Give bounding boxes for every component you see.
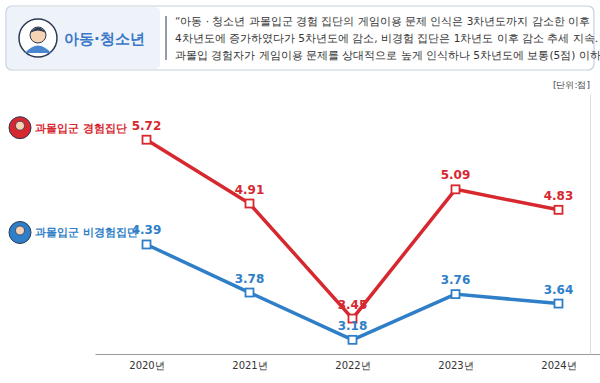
point [452,290,460,298]
data-label: 3.18 [338,319,368,333]
legend-item: 과몰입군 경험집단 [9,117,127,139]
data-label: 3.76 [441,273,471,287]
unit-label: [단위:점] [553,80,590,90]
icon-head [30,27,46,43]
title: 아동·청소년 [64,30,145,48]
x-tick: 2022년 [335,354,370,371]
legend-icon-face [16,121,25,130]
x-axis-line [96,354,600,355]
point [555,206,563,214]
icon-hair [30,28,46,34]
legend-icon-face [16,226,25,235]
point [452,185,460,193]
x-tick: 2021년 [232,354,267,371]
legend-label: 과몰입군 경험집단 [35,122,127,134]
x-tick: 2020년 [129,354,164,371]
header-divider [166,16,167,60]
point [349,336,357,344]
x-tick-label: 2022년 [335,360,370,371]
labels: 5.724.913.455.094.834.393.783.183.763.64 [132,119,574,333]
icon-circle [19,19,57,57]
person-icon [19,19,57,57]
legend-item: 과몰입군 비경험집단 [9,221,138,243]
header: 아동·청소년 “아동 · 청소년 과몰입군 경험 집단의 게임이용 문제 인식은 … [6,6,600,70]
chart: 아동·청소년 “아동 · 청소년 과몰입군 경험 집단의 게임이용 문제 인식은 … [0,0,600,383]
plot-area [143,136,563,344]
x-tick-label: 2023년 [438,360,473,371]
data-label: 4.91 [235,183,265,197]
x-axis: 2020년 2021년 2022년 2023년 2024년 [96,354,600,371]
legend-label: 과몰입군 비경험집단 [35,226,138,238]
subtitle: “아동 · 청소년 과몰입군 경험 집단의 게임이용 문제 인식은 3차년도까지… [175,15,590,27]
y-axis-line [590,95,591,355]
data-label: 5.09 [441,168,471,182]
data-label: 3.78 [235,272,265,286]
x-tick-label: 2024년 [541,360,576,371]
data-label: 5.72 [132,119,162,133]
point [246,289,254,297]
point [246,200,254,208]
legend-icon [9,117,31,139]
series-line [147,140,559,319]
series-line [147,244,559,339]
subtitle: 과몰입 경험자가 게임이용 문제를 상대적으로 높게 인식하나 5차년도에 보통… [175,49,600,61]
point [143,136,151,144]
y-axis [590,95,591,355]
x-tick-label: 2020년 [129,360,164,371]
header-label-bg [7,7,160,69]
icon-body [25,46,51,54]
data-label: 3.64 [544,283,574,297]
data-label: 4.83 [544,189,574,203]
legend-icon [9,221,31,243]
data-label: 3.45 [338,298,368,312]
point [555,300,563,308]
x-tick: 2023년 [438,354,473,371]
point [143,240,151,248]
x-tick-label: 2021년 [232,360,267,371]
subtitle: 4차년도에 증가하였다가 5차년도에 감소, 비경험 집단은 1차년도 이후 감… [175,32,598,44]
x-tick: 2024년 [541,354,576,371]
